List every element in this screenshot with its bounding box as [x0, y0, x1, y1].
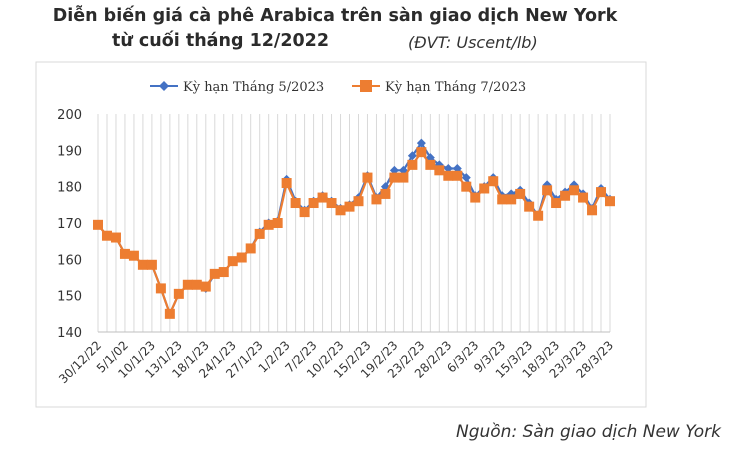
data-point: [281, 178, 292, 189]
data-point: [110, 232, 121, 243]
data-point: [515, 188, 526, 199]
series-jul: [93, 147, 615, 319]
data-point: [488, 176, 499, 187]
y-tick-label: 180: [57, 181, 82, 196]
legend-marker-jul: [360, 80, 372, 92]
data-point: [389, 165, 399, 175]
legend-label-may: Kỳ hạn Tháng 5/2023: [183, 80, 324, 95]
data-point: [236, 252, 247, 263]
data-point: [407, 151, 417, 161]
y-tick-label: 140: [57, 326, 82, 341]
data-point: [569, 185, 580, 196]
data-point: [398, 172, 409, 183]
data-point: [461, 181, 472, 192]
data-point: [155, 283, 166, 294]
data-point: [128, 250, 139, 261]
y-tick-label: 150: [57, 290, 82, 305]
data-point: [416, 147, 427, 158]
data-point: [371, 194, 382, 205]
data-point: [407, 159, 418, 170]
source-note: Nguồn: Sàn giao dịch New York: [456, 422, 721, 442]
data-point: [461, 173, 471, 183]
data-point: [425, 159, 436, 170]
data-point: [605, 196, 615, 207]
y-tick-label: 190: [57, 144, 82, 159]
legend: Kỳ hạn Tháng 5/2023 Kỳ hạn Tháng 7/2023: [150, 80, 526, 95]
data-point: [93, 219, 103, 230]
data-point: [245, 243, 256, 254]
data-point: [344, 201, 355, 212]
data-point: [173, 288, 184, 299]
data-point: [200, 281, 211, 292]
data-point: [416, 138, 426, 148]
data-point: [182, 279, 193, 290]
chart-title: Diễn biến giá cà phê Arabica trên sàn gi…: [52, 6, 618, 26]
data-point: [578, 192, 589, 203]
data-point: [146, 259, 157, 270]
data-point: [443, 170, 454, 181]
data-point: [164, 308, 175, 319]
data-point: [551, 198, 562, 209]
data-point: [191, 279, 202, 290]
data-point: [227, 256, 238, 267]
data-point: [533, 210, 544, 221]
grid: [97, 114, 611, 332]
data-point: [587, 205, 598, 216]
y-tick-label: 170: [57, 217, 82, 232]
data-point: [335, 205, 346, 216]
data-point: [308, 198, 319, 209]
unit-label: (ĐVT: Uscent/lb): [408, 33, 538, 52]
data-point: [506, 194, 517, 205]
data-point: [218, 267, 229, 278]
data-point: [479, 183, 490, 194]
legend-marker-may: [159, 81, 169, 91]
data-point: [137, 259, 148, 270]
chart-subtitle: từ cuối tháng 12/2022: [112, 31, 330, 51]
data-point: [389, 172, 400, 183]
data-point: [290, 198, 301, 209]
data-point: [443, 164, 453, 173]
data-point: [434, 165, 445, 176]
y-tick-label: 200: [57, 108, 82, 123]
data-point: [299, 207, 310, 218]
data-point: [362, 172, 373, 183]
data-point: [353, 196, 364, 207]
y-tick-label: 160: [57, 253, 82, 268]
data-point: [542, 185, 553, 196]
data-point: [119, 248, 130, 259]
data-point: [326, 198, 337, 209]
data-point: [497, 194, 508, 205]
data-point: [452, 170, 463, 181]
data-point: [470, 192, 481, 203]
data-point: [452, 164, 462, 173]
data-point: [272, 218, 283, 228]
legend-label-jul: Kỳ hạn Tháng 7/2023: [385, 80, 526, 95]
data-point: [101, 230, 112, 241]
data-point: [263, 219, 274, 230]
data-point: [596, 187, 607, 198]
data-point: [380, 188, 391, 199]
data-point: [317, 192, 328, 203]
data-point: [254, 228, 265, 239]
data-point: [209, 268, 220, 279]
data-point: [560, 190, 571, 201]
data-point: [524, 201, 535, 212]
